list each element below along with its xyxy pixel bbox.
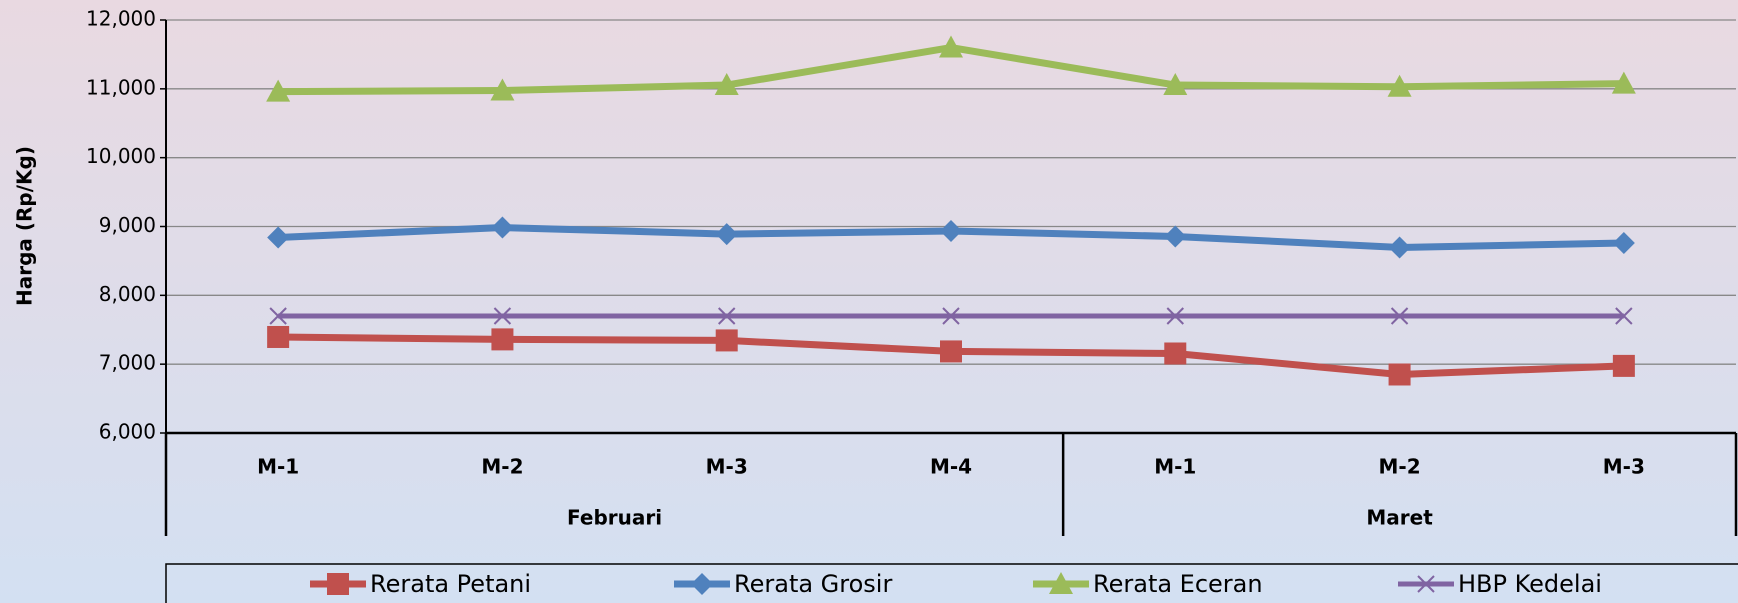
- data-point: [490, 78, 515, 101]
- y-tick-label: 8,000: [99, 282, 156, 306]
- legend-marker: [327, 573, 349, 595]
- legend-label: HBP Kedelai: [1458, 570, 1602, 598]
- x-tick-label: M-3: [1603, 455, 1645, 479]
- data-point: [266, 79, 291, 102]
- x-tick-label: M-1: [257, 455, 299, 479]
- legend-marker: [1417, 575, 1435, 593]
- x-tick-label: M-2: [481, 455, 523, 479]
- data-point: [939, 35, 963, 58]
- data-point: [267, 226, 290, 249]
- data-point: [269, 307, 287, 325]
- y-tick-label: 12,000: [86, 7, 156, 31]
- legend-label: Rerata Petani: [370, 570, 531, 598]
- data-point: [1387, 74, 1412, 97]
- legend-marker: [691, 573, 713, 595]
- data-point: [493, 307, 512, 325]
- legend-label: Rerata Grosir: [734, 570, 892, 598]
- data-point: [715, 329, 738, 352]
- data-point: [1164, 225, 1187, 248]
- group-label: Februari: [567, 506, 662, 530]
- y-tick-label: 7,000: [99, 351, 156, 375]
- data-point: [267, 325, 290, 348]
- data-point: [1611, 71, 1636, 94]
- data-point: [942, 307, 960, 325]
- legend-marker: [1049, 572, 1073, 594]
- data-point: [1612, 354, 1635, 377]
- y-tick-label: 10,000: [86, 144, 156, 168]
- y-axis-label: Harga (Rp/Kg): [13, 146, 37, 306]
- data-point: [1388, 236, 1411, 259]
- data-point: [1166, 307, 1184, 325]
- legend-box: [165, 563, 1738, 603]
- x-tick-label: M-3: [706, 455, 748, 479]
- legend-label: Rerata Eceran: [1093, 570, 1263, 598]
- data-point: [1615, 307, 1633, 325]
- data-point: [1388, 363, 1411, 386]
- y-tick-label: 11,000: [86, 75, 156, 99]
- data-point: [1164, 342, 1187, 365]
- data-point: [1390, 307, 1409, 325]
- data-point: [940, 340, 962, 363]
- data-point: [1163, 73, 1188, 96]
- group-label: Maret: [1366, 506, 1433, 530]
- y-tick-label: 6,000: [99, 420, 156, 444]
- data-point: [940, 219, 962, 242]
- data-point: [491, 216, 514, 239]
- data-point: [714, 73, 739, 96]
- x-tick-label: M-1: [1154, 455, 1196, 479]
- y-tick-label: 9,000: [99, 213, 156, 237]
- x-tick-label: M-4: [930, 455, 972, 479]
- x-tick-label: M-2: [1379, 455, 1421, 479]
- data-point: [718, 307, 736, 325]
- data-point: [491, 328, 514, 351]
- data-point: [1612, 232, 1635, 255]
- data-point: [715, 223, 738, 246]
